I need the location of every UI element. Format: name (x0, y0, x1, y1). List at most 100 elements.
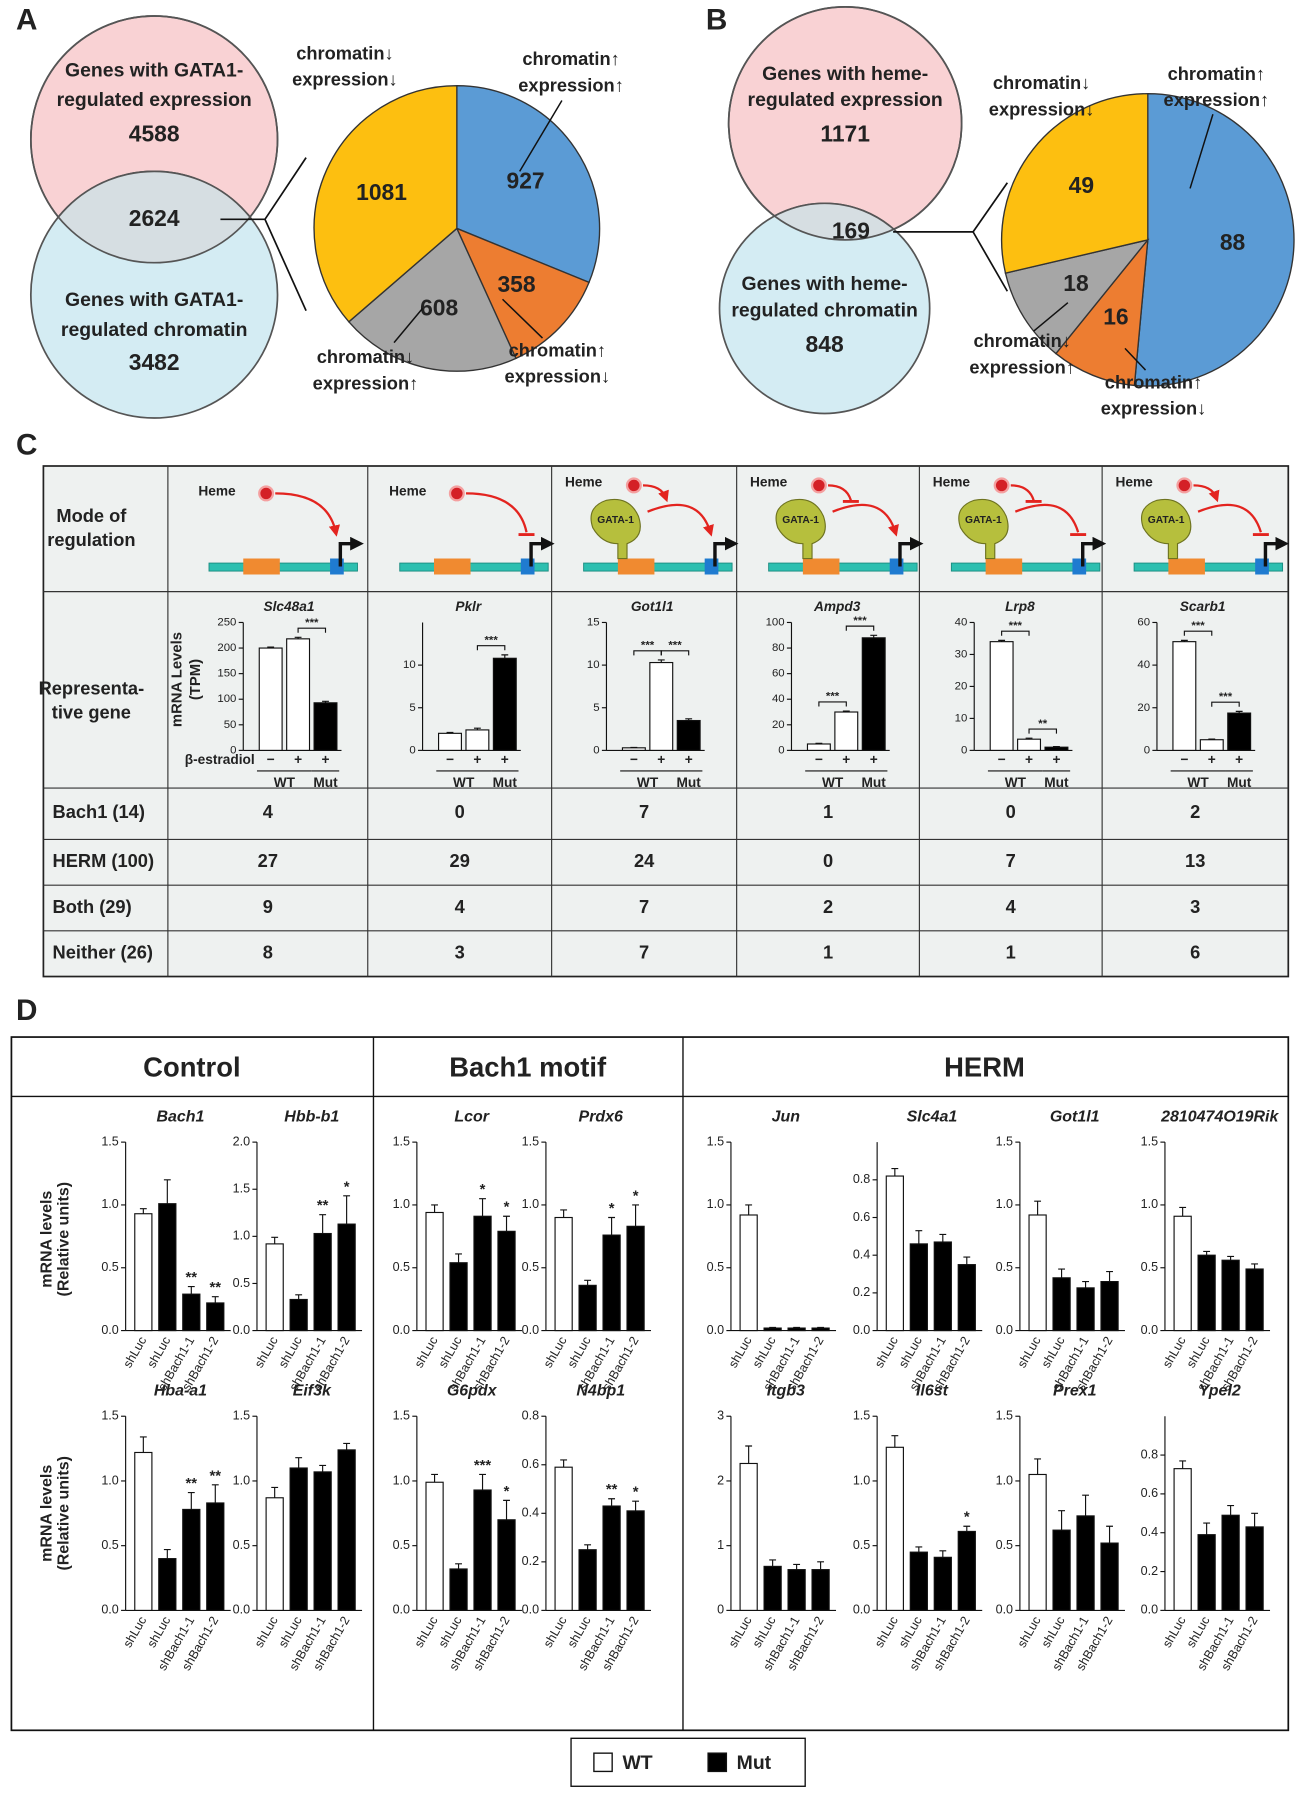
bar (811, 1569, 830, 1611)
significance-bracket (1001, 630, 1030, 636)
venn-count: 848 (806, 331, 844, 357)
error-bar (503, 1499, 510, 1520)
y-tick-label: 0.5 (233, 1276, 250, 1290)
group-label: WT (822, 775, 844, 790)
group-label: Mut (1044, 775, 1069, 790)
bar (337, 1223, 356, 1332)
pie-slice (456, 84, 601, 284)
heme-label: Heme (389, 484, 427, 499)
significance: ** (186, 1270, 198, 1286)
group-label: Mut (677, 775, 702, 790)
venn-label: regulated expression (748, 89, 943, 111)
slice-annotation: chromatin↑ (522, 48, 619, 69)
y-tick-label: 0.5 (996, 1538, 1013, 1552)
treatment-mark: + (1052, 752, 1060, 767)
bar (933, 1241, 952, 1332)
significance: *** (484, 634, 498, 646)
y-tick-label: 10 (403, 659, 416, 671)
venn-outline (727, 6, 963, 241)
error-bar (998, 639, 1006, 642)
treatment-mark: + (473, 752, 481, 767)
count: 7 (639, 801, 649, 822)
significance-bracket (476, 645, 506, 651)
significance: * (964, 1510, 970, 1526)
treatment-mark: + (322, 752, 330, 767)
bar (158, 1203, 177, 1332)
bar (602, 1234, 621, 1332)
count: 4 (1006, 896, 1017, 917)
count: 6 (1190, 942, 1200, 963)
y-tick-label: 1.5 (393, 1134, 410, 1148)
y-tick-label: 0 (230, 744, 236, 756)
y-tick-label: 1.0 (853, 1473, 870, 1487)
group-title: HERM (944, 1051, 1025, 1082)
bar (158, 1558, 177, 1611)
bar (1076, 1515, 1095, 1611)
gene-name: Hbb-b1 (284, 1109, 339, 1126)
heme (448, 485, 465, 502)
error-bar (1082, 1281, 1089, 1288)
bar (134, 1213, 153, 1332)
dna (768, 562, 918, 572)
y-tick-label: 0 (1144, 744, 1150, 756)
slice-annotation: expression↓ (989, 98, 1095, 119)
y-tick-label: 100 (217, 693, 236, 705)
y-tick-label: 150 (217, 668, 236, 680)
y-tick-label: 0.0 (853, 1323, 870, 1337)
connector (264, 157, 307, 220)
error-bar (431, 1204, 438, 1213)
venn-label: Genes with GATA1- (65, 60, 243, 82)
row-label: Bach1 (14) (53, 801, 145, 822)
bar (834, 711, 859, 751)
error-bar (793, 1563, 801, 1570)
venn-label: Genes with GATA1- (65, 289, 243, 311)
venn-outline (29, 15, 279, 264)
connector (972, 182, 1009, 233)
significance: *** (474, 1458, 492, 1474)
y-tick-label: 1.5 (707, 1134, 724, 1148)
slice-label: 18 (1063, 270, 1088, 296)
bar (885, 1175, 904, 1332)
error-bar (657, 659, 665, 663)
pie-slice (1133, 92, 1295, 387)
error-bar (1053, 745, 1060, 748)
bar (1227, 712, 1252, 751)
group-label: Mut (862, 775, 887, 790)
error-bar (963, 1256, 971, 1265)
treatment-label: β-estradiol (185, 752, 255, 767)
gata1 (590, 498, 641, 560)
group-title: Control (143, 1051, 240, 1082)
bar (1028, 1473, 1047, 1611)
count: 2 (1190, 801, 1200, 822)
y-tick-label: 0 (717, 1603, 724, 1617)
regulation-arrow (1010, 484, 1035, 501)
venn-count: 4588 (129, 121, 180, 147)
bar (578, 1549, 597, 1611)
row-head: tive gene (52, 702, 131, 723)
bar (676, 719, 701, 751)
y-tick-label: 0.5 (996, 1260, 1013, 1274)
panel-label: C (16, 429, 37, 462)
row-head: regulation (47, 529, 135, 550)
y-tick-label: 0.0 (233, 1323, 250, 1337)
error-bar (187, 1492, 195, 1510)
slice-annotation: expression↑ (969, 356, 1075, 377)
slice-label: 1081 (356, 179, 407, 205)
group-label: WT (637, 775, 659, 790)
error-bar (1058, 1510, 1066, 1531)
gene-name: Got1l1 (631, 599, 674, 614)
count: 4 (263, 801, 274, 822)
error-bar (446, 731, 454, 734)
bar (909, 1551, 928, 1611)
error-bar (1082, 1494, 1089, 1516)
bar (1199, 739, 1224, 751)
count: 7 (639, 942, 649, 963)
bar (289, 1467, 308, 1611)
panel-label: D (16, 994, 37, 1027)
treatment-mark: − (1180, 752, 1188, 767)
bar (787, 1327, 806, 1332)
y-tick-label: 1.0 (101, 1197, 118, 1211)
regulation-arrow (832, 503, 899, 537)
bar (885, 1446, 904, 1611)
row-label: Neither (26) (53, 942, 153, 963)
